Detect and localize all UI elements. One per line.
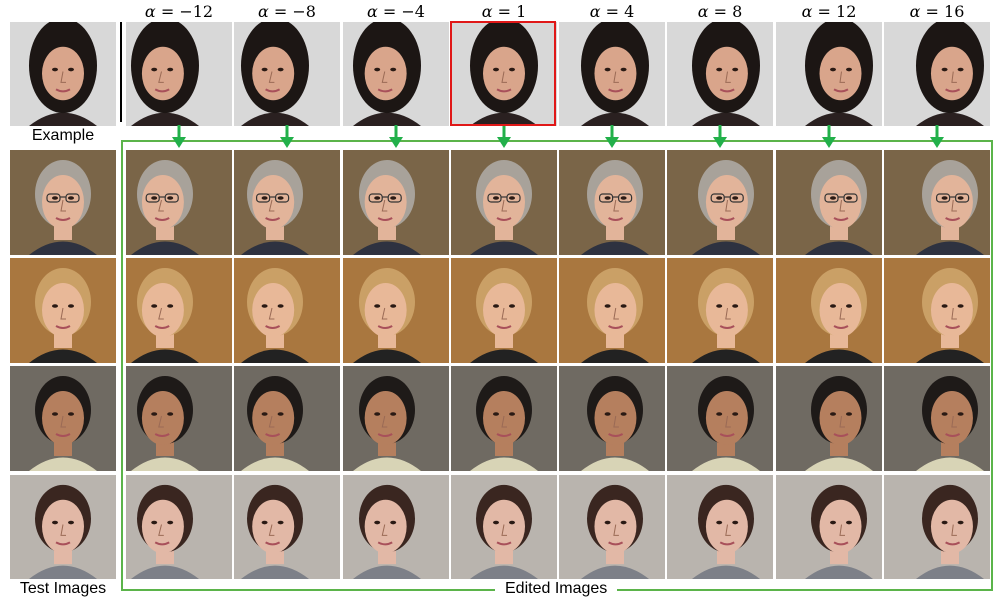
test-image (10, 366, 116, 471)
alpha-header: α = −8 (258, 2, 316, 21)
alpha-header: α = −12 (144, 2, 214, 21)
edited-image (451, 150, 557, 255)
down-arrow-icon (497, 125, 511, 149)
edited-image (559, 475, 665, 579)
alpha-header: α = 16 (909, 2, 965, 21)
edited-image (559, 366, 665, 471)
test-images-label: Test Images (19, 580, 107, 597)
edited-image (234, 475, 340, 579)
edited-image (776, 475, 882, 579)
reference-edit-image (343, 22, 449, 126)
reference-edit-image (667, 22, 773, 126)
down-arrow-icon (930, 125, 944, 149)
edited-image (559, 150, 665, 255)
edited-image (559, 258, 665, 363)
alpha-header: α = 4 (589, 2, 635, 21)
down-arrow-icon (713, 125, 727, 149)
identity-highlight-box (450, 21, 556, 126)
reference-edit-image (884, 22, 990, 126)
reference-edit-image (451, 22, 557, 126)
edited-image (884, 366, 990, 471)
edited-image (126, 150, 232, 255)
edited-image (667, 475, 773, 579)
column-separator (120, 22, 122, 122)
edited-image (451, 366, 557, 471)
edited-image (667, 258, 773, 363)
reference-edit-image (559, 22, 665, 126)
down-arrow-icon (172, 125, 186, 149)
test-image (10, 150, 116, 255)
reference-edit-image (126, 22, 232, 126)
edited-image (667, 150, 773, 255)
reference-edit-image (234, 22, 340, 126)
edited-image (126, 258, 232, 363)
edited-image (343, 475, 449, 579)
alpha-header: α = 1 (481, 2, 527, 21)
edited-image (884, 475, 990, 579)
alpha-header: α = 8 (697, 2, 743, 21)
alpha-header: α = 12 (801, 2, 857, 21)
down-arrow-icon (389, 125, 403, 149)
edited-image (126, 475, 232, 579)
edited-image (343, 258, 449, 363)
down-arrow-icon (822, 125, 836, 149)
edited-image (667, 366, 773, 471)
down-arrow-icon (605, 125, 619, 149)
edited-image (234, 258, 340, 363)
edited-image (234, 366, 340, 471)
test-image (10, 258, 116, 363)
edited-image (126, 366, 232, 471)
edited-image (234, 150, 340, 255)
edited-images-label: Edited Images (495, 580, 618, 598)
edited-image (884, 258, 990, 363)
edited-image (776, 366, 882, 471)
edited-image (776, 150, 882, 255)
down-arrow-icon (280, 125, 294, 149)
edited-image (451, 258, 557, 363)
edited-image (884, 150, 990, 255)
example-image (10, 22, 116, 126)
test-image (10, 475, 116, 579)
example-label: Example (31, 127, 95, 144)
edited-image (343, 150, 449, 255)
edited-image (776, 258, 882, 363)
alpha-header: α = −4 (367, 2, 425, 21)
reference-edit-image (776, 22, 882, 126)
edited-image (451, 475, 557, 579)
edited-image (343, 366, 449, 471)
